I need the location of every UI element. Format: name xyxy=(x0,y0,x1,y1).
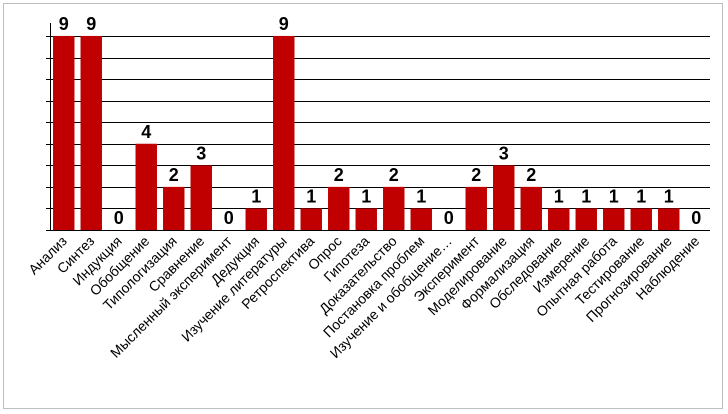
data-label: 3 xyxy=(196,143,206,163)
data-label: 0 xyxy=(224,208,234,228)
bar xyxy=(465,186,487,230)
data-label: 9 xyxy=(59,14,69,34)
data-label: 0 xyxy=(114,208,124,228)
bar xyxy=(603,208,625,230)
bar xyxy=(273,35,295,230)
data-label: 4 xyxy=(141,122,151,142)
data-label: 2 xyxy=(389,165,399,185)
bar xyxy=(190,165,212,230)
bar xyxy=(80,35,102,230)
data-label: 2 xyxy=(526,165,536,185)
data-label: 2 xyxy=(169,165,179,185)
bar xyxy=(245,208,267,230)
data-label: 1 xyxy=(636,186,646,206)
bar xyxy=(548,208,570,230)
bar xyxy=(135,143,157,230)
data-label: 3 xyxy=(499,143,509,163)
bar xyxy=(300,208,322,230)
data-label: 0 xyxy=(444,208,454,228)
data-label: 1 xyxy=(306,186,316,206)
bar xyxy=(410,208,432,230)
bar xyxy=(520,186,542,230)
bar xyxy=(383,186,405,230)
data-label: 2 xyxy=(334,165,344,185)
bar xyxy=(658,208,680,230)
data-label: 1 xyxy=(554,186,564,206)
data-label: 1 xyxy=(609,186,619,206)
bar xyxy=(163,186,185,230)
data-label: 1 xyxy=(416,186,426,206)
category-labels: АнализСинтезИндукцияОбобщениеТипологизац… xyxy=(25,232,702,361)
data-label: 9 xyxy=(86,14,96,34)
data-label: 0 xyxy=(691,208,701,228)
axes xyxy=(46,23,710,231)
data-label: 1 xyxy=(664,186,674,206)
data-label: 1 xyxy=(361,186,371,206)
bar xyxy=(328,186,350,230)
data-label: 2 xyxy=(471,165,481,185)
bar xyxy=(53,35,75,230)
data-label: 9 xyxy=(279,14,289,34)
data-label: 1 xyxy=(581,186,591,206)
bars xyxy=(53,35,680,230)
chart-frame xyxy=(3,3,723,409)
bar xyxy=(355,208,377,230)
bar xyxy=(493,165,515,230)
data-label: 1 xyxy=(251,186,261,206)
bar xyxy=(575,208,597,230)
grid-lines xyxy=(50,36,710,209)
bar xyxy=(630,208,652,230)
